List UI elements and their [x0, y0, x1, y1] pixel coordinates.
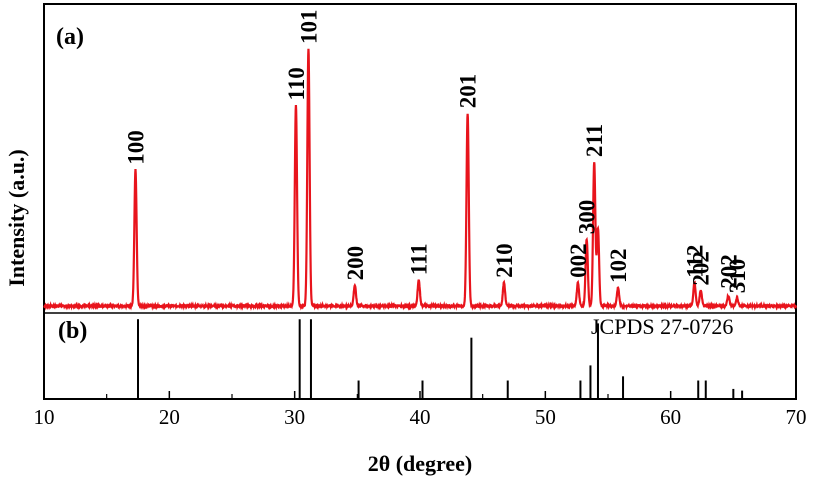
peak-label: 111 — [407, 243, 432, 275]
x-ticks: 10 20 30 40 50 60 70 — [34, 391, 807, 429]
peak-label: 202 — [716, 254, 741, 289]
x-tick-label: 10 — [34, 405, 55, 429]
peak-label: 300 — [575, 200, 600, 235]
peak-label: 002 — [566, 243, 591, 278]
x-tick-label: 30 — [284, 405, 305, 429]
x-tick-label: 70 — [786, 405, 807, 429]
x-tick-label: 60 — [660, 405, 681, 429]
panel-b-label: (b) — [58, 318, 87, 344]
peak-label: 112 — [683, 245, 708, 278]
peak-label: 100 — [124, 130, 149, 165]
reference-label: JCPDS 27-0726 — [591, 314, 733, 339]
peak-label: 211 — [582, 124, 607, 157]
xrd-pattern-line — [43, 48, 798, 312]
peak-label: 200 — [343, 246, 368, 281]
peak-label: 201 — [456, 74, 481, 109]
y-axis-title: Intensity (a.u.) — [4, 149, 29, 287]
peak-label: 310 — [725, 259, 750, 294]
peak-label: 102 — [606, 249, 631, 284]
peak-label: 101 — [297, 10, 322, 45]
x-axis-title: 2θ (degree) — [368, 451, 473, 476]
x-tick-label: 40 — [410, 405, 431, 429]
reference-lines — [137, 319, 744, 399]
peak-label: 110 — [284, 67, 309, 100]
x-tick-label: 50 — [535, 405, 556, 429]
panel-a-label: (a) — [56, 24, 84, 50]
peak-label: 210 — [492, 243, 517, 278]
x-tick-label: 20 — [159, 405, 180, 429]
plot-frame — [43, 3, 797, 400]
peak-label: 202 — [689, 251, 714, 286]
